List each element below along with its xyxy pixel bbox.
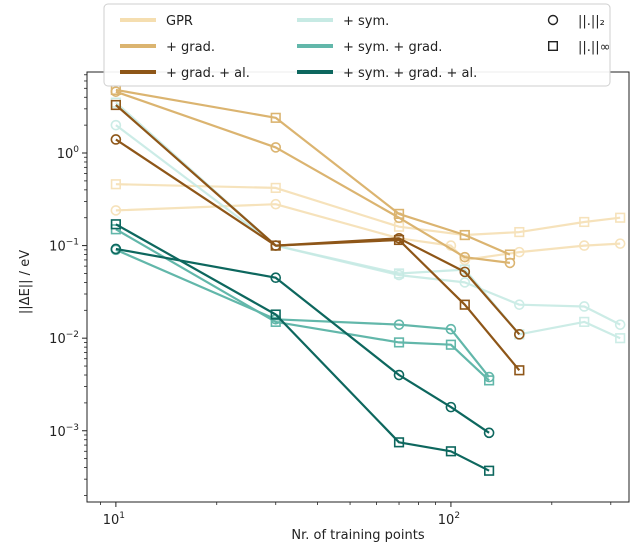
- data-point-square: [393, 337, 405, 348]
- data-point-square: [445, 339, 457, 350]
- data-point-square: [110, 219, 121, 230]
- data-point-square: [393, 437, 405, 448]
- legend: GPR + grad. + grad. + al. + sym. + sym. + gr…: [103, 3, 611, 87]
- y-tick-label: 100: [57, 145, 80, 162]
- legend-marker-label: ||.||∞: [578, 40, 610, 55]
- y-tick-label: 10−2: [49, 330, 79, 347]
- series-line: [115, 104, 521, 372]
- data-point-square: [514, 365, 525, 376]
- series-line: [115, 223, 490, 472]
- x-tick-label: 101: [103, 511, 125, 528]
- series: [110, 224, 495, 386]
- data-point-square: [393, 234, 405, 246]
- data-point-circle: [483, 427, 495, 439]
- data-point-square: [615, 212, 626, 223]
- series-line: [115, 88, 511, 256]
- data-point-circle: [393, 319, 405, 330]
- data-point-square: [270, 182, 281, 193]
- data-point-square: [615, 333, 626, 344]
- data-point-square: [514, 226, 525, 238]
- data-point-square: [484, 465, 495, 476]
- legend-label: GPR: [166, 14, 193, 29]
- axis-layer: 101 102 10−3 10−2 10−1 100: [49, 74, 612, 528]
- legend-box: [103, 3, 611, 87]
- series-line: [115, 138, 521, 336]
- data-point-square: [270, 316, 281, 327]
- series: [110, 243, 495, 439]
- data-point-circle: [614, 238, 626, 249]
- series: [110, 219, 495, 476]
- y-tick-label: 10−1: [49, 238, 79, 255]
- data-point-square: [579, 216, 590, 228]
- data-point-square: [110, 179, 121, 190]
- data-point-square: [504, 249, 516, 260]
- x-tick-label: 102: [438, 511, 460, 528]
- data-point-square: [270, 309, 281, 320]
- data-point-circle: [110, 243, 122, 255]
- series-line: [115, 248, 490, 378]
- data-point-square: [393, 268, 405, 279]
- legend-label: + grad.: [166, 40, 215, 55]
- data-point-circle: [270, 272, 282, 283]
- data-point-circle: [578, 301, 590, 312]
- legend-label: + sym. + grad. + al.: [343, 66, 477, 81]
- data-point-circle: [614, 319, 626, 330]
- series-line: [115, 247, 490, 434]
- data-point-square: [393, 208, 405, 219]
- data-point-circle: [459, 277, 471, 288]
- series-layer: [110, 84, 626, 476]
- data-point-circle: [459, 266, 471, 278]
- data-point-circle: [445, 401, 457, 413]
- data-point-square: [459, 299, 470, 310]
- data-point-circle: [110, 134, 122, 145]
- plot-area: [86, 71, 630, 503]
- data-point-square: [110, 99, 121, 111]
- legend-label: + grad. + al.: [166, 66, 250, 81]
- legend-label: + sym.: [343, 14, 389, 29]
- y-axis-label: ||ΔE|| / eV: [18, 250, 33, 314]
- x-axis-label: Nr. of training points: [291, 528, 424, 543]
- data-point-circle: [110, 119, 122, 131]
- legend-marker-circle: [547, 14, 559, 26]
- data-point-circle: [514, 299, 525, 310]
- data-point-circle: [514, 329, 525, 340]
- legend-marker-square: [548, 41, 559, 52]
- data-point-square: [484, 375, 495, 386]
- data-point-circle: [270, 142, 282, 153]
- data-point-square: [579, 316, 590, 327]
- legend-marker-label: ||.||₂: [578, 14, 605, 29]
- data-point-circle: [110, 205, 122, 216]
- data-point-square: [445, 446, 457, 457]
- legend-label: + sym. + grad.: [343, 40, 442, 55]
- data-point-square: [270, 240, 281, 251]
- data-point-square: [270, 112, 281, 123]
- series: [110, 99, 525, 376]
- data-point-square: [459, 229, 470, 241]
- series-line: [115, 228, 490, 382]
- data-point-circle: [445, 323, 457, 335]
- data-point-circle: [578, 240, 590, 251]
- data-point-circle: [393, 369, 405, 381]
- y-tick-label: 10−3: [49, 423, 79, 440]
- data-point-circle: [270, 198, 282, 210]
- data-point-circle: [459, 251, 471, 263]
